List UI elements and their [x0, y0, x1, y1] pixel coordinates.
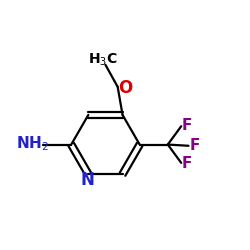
Text: O: O	[118, 79, 132, 97]
Text: NH$_2$: NH$_2$	[16, 134, 49, 153]
Text: N: N	[80, 171, 94, 189]
Text: F: F	[182, 156, 192, 171]
Text: F: F	[182, 118, 192, 133]
Text: F: F	[190, 138, 200, 153]
Text: H$_3$C: H$_3$C	[88, 51, 118, 68]
